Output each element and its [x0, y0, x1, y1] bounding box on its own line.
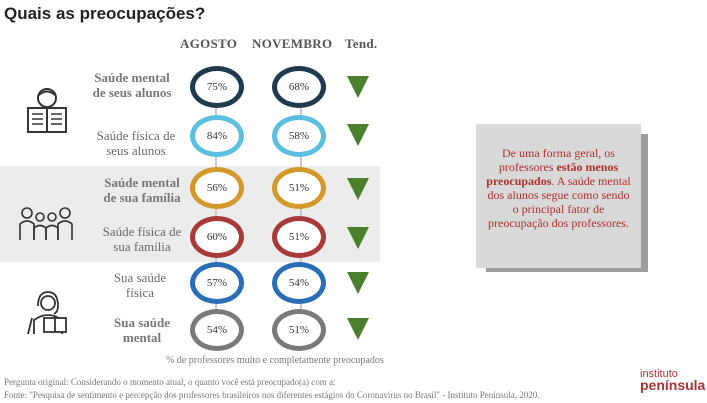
down-triangle-icon — [347, 124, 369, 146]
row-label-line: física — [125, 285, 155, 300]
logo-line-1: instituto — [640, 368, 678, 380]
down-triangle-icon — [347, 227, 369, 249]
agosto-value-circle: 57% — [190, 262, 244, 304]
value-text: 57% — [206, 277, 228, 289]
callout-emphasis: estão menos preocupados — [486, 160, 619, 188]
row-label-student-mental: Saúde mental de seus alunos — [82, 70, 182, 100]
row-label-line: Saúde mental — [94, 70, 170, 85]
question-text: Pergunta original: Considerando o moment… — [4, 377, 336, 387]
row-label-line: de seus alunos — [92, 85, 172, 100]
value-text: 51% — [288, 182, 310, 194]
novembro-value-circle: 51% — [272, 309, 326, 351]
agosto-value-circle: 54% — [190, 309, 244, 351]
row-label-line: Saúde mental — [104, 175, 180, 190]
row-label-line: Sua saúde — [114, 315, 170, 330]
value-text: 58% — [288, 130, 310, 142]
novembro-value-circle: 68% — [272, 66, 326, 108]
novembro-value-circle: 54% — [272, 262, 326, 304]
source-text: Fonte: "Pesquisa de sentimento e percepç… — [4, 390, 540, 400]
value-text: 60% — [206, 231, 228, 243]
callout-text: . A saúde mental dos alunos segue como s… — [487, 174, 631, 230]
agosto-value-circle: 56% — [190, 167, 244, 209]
column-header-novembro: NOVEMBRO — [252, 36, 333, 51]
value-text: 75% — [206, 81, 228, 93]
row-label-own-physical: Sua saúde física — [90, 270, 190, 300]
agosto-value-circle: 75% — [190, 66, 244, 108]
down-triangle-icon — [347, 178, 369, 200]
row-label-line: seus alunos — [106, 143, 166, 158]
value-text: 54% — [206, 324, 228, 336]
callout-text: De uma forma geral, os professores — [498, 146, 615, 174]
row-label-line: Saúde física de — [96, 128, 176, 143]
agosto-connector-line — [215, 100, 217, 330]
value-text: 84% — [206, 130, 228, 142]
row-label-line: Sua saúde — [113, 270, 167, 285]
agosto-value-circle: 60% — [190, 216, 244, 258]
chart-footnote: % de professores muito e completamente p… — [166, 355, 384, 366]
down-triangle-icon — [347, 76, 369, 98]
agosto-value-circle: 84% — [190, 115, 244, 157]
down-triangle-icon — [347, 272, 369, 294]
down-triangle-icon — [347, 318, 369, 340]
row-label-line: de sua família — [103, 190, 181, 205]
row-label-line: mental — [122, 330, 162, 345]
novembro-value-circle: 58% — [272, 115, 326, 157]
summary-callout: De uma forma geral, os professores estão… — [476, 124, 641, 268]
reading-person-icon — [27, 88, 67, 133]
novembro-value-circle: 51% — [272, 167, 326, 209]
row-label-student-physical: Saúde física de seus alunos — [86, 128, 186, 158]
row-label-own-mental: Sua saúde mental — [92, 315, 192, 345]
value-text: 51% — [288, 324, 310, 336]
page-title: Quais as preocupações? — [4, 4, 206, 23]
column-header-agosto: AGOSTO — [180, 36, 238, 51]
value-text: 68% — [288, 81, 310, 93]
novembro-connector-line — [300, 100, 302, 330]
value-text: 51% — [288, 231, 310, 243]
column-header-tend: Tend. — [345, 36, 378, 51]
logo-line-2: península — [640, 377, 706, 393]
value-text: 56% — [206, 182, 228, 194]
family-group-icon — [19, 207, 73, 240]
row-label-line: sua família — [113, 239, 171, 254]
row-label-family-physical: Saúde física de sua família — [92, 224, 192, 254]
teacher-reading-icon — [27, 291, 67, 335]
value-text: 54% — [288, 277, 310, 289]
novembro-value-circle: 51% — [272, 216, 326, 258]
row-label-family-mental: Saúde mental de sua família — [92, 175, 192, 205]
row-label-line: Saúde física de — [102, 224, 182, 239]
